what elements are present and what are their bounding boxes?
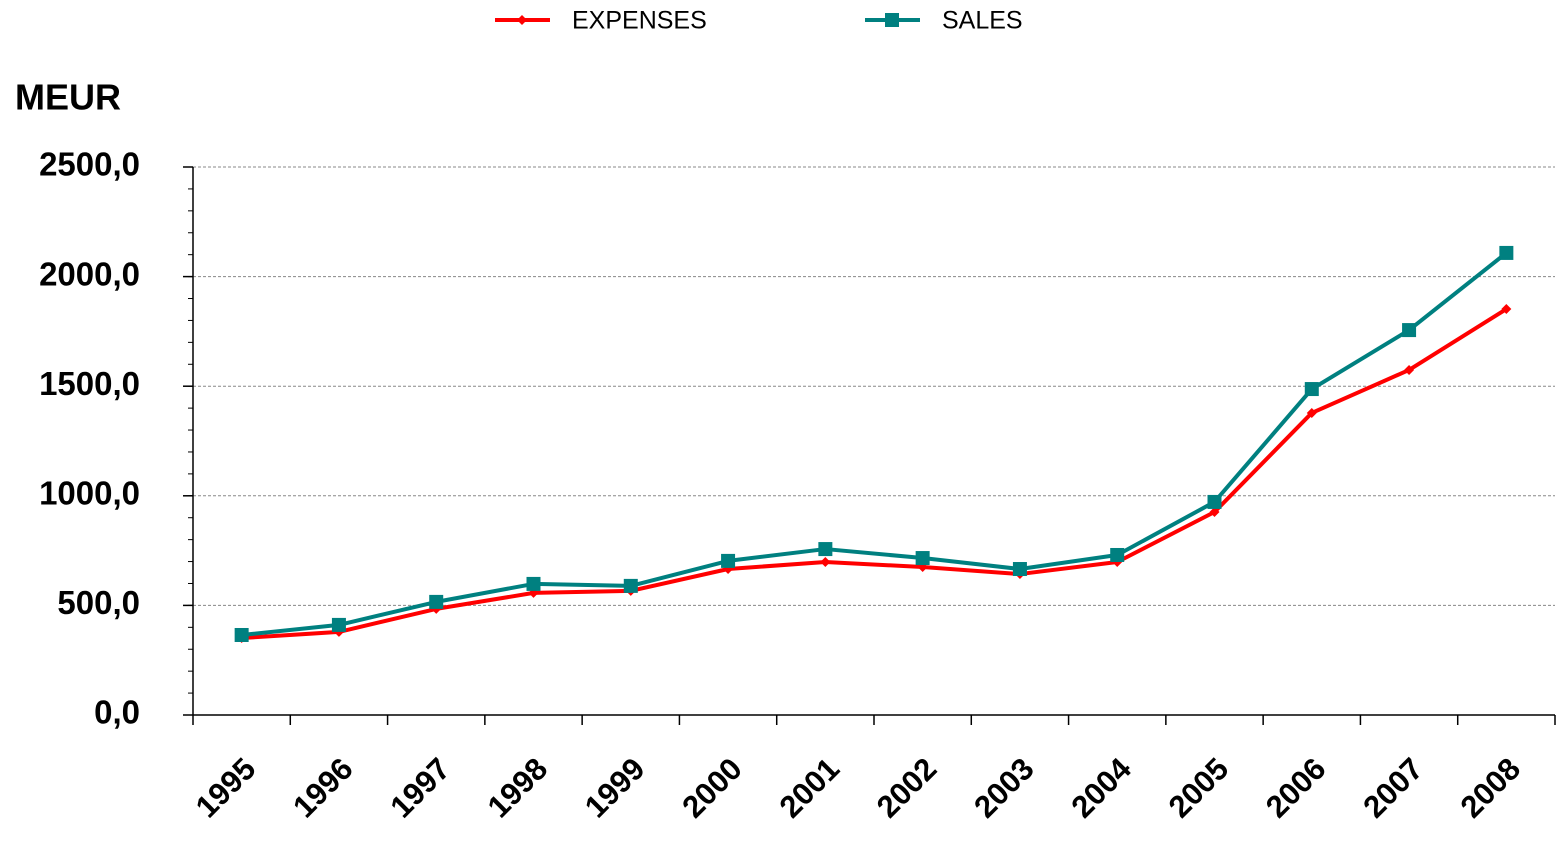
legend-marker (517, 15, 527, 25)
x-tick-label: 1995 (189, 751, 263, 825)
legend-label: EXPENSES (572, 7, 707, 35)
point (234, 627, 249, 642)
x-tick-label: 2006 (1259, 751, 1333, 825)
legend-marker (885, 13, 899, 27)
x-tick-label: 1999 (578, 751, 652, 825)
point (1404, 364, 1415, 375)
point (623, 578, 638, 593)
point (331, 617, 346, 632)
x-tick-label: 2000 (675, 751, 749, 825)
x-tick-label: 1996 (286, 751, 360, 825)
legend-label: SALES (942, 7, 1023, 35)
x-tick-label: 2001 (773, 751, 847, 825)
x-tick-label: 2002 (870, 751, 944, 825)
point (1306, 407, 1317, 418)
y-tick-label: 1500,0 (39, 365, 140, 402)
y-tick-label: 2000,0 (39, 255, 140, 292)
point (1207, 494, 1222, 509)
point (818, 542, 833, 557)
point (526, 576, 541, 591)
x-tick-label: 1997 (383, 751, 457, 825)
point (1209, 507, 1220, 518)
point (721, 553, 736, 568)
point (1304, 382, 1319, 397)
x-tick-label: 1998 (481, 751, 555, 825)
point (915, 551, 930, 566)
point (1012, 562, 1027, 577)
y-tick-label: 0,0 (94, 694, 140, 731)
point (1402, 323, 1417, 338)
point (429, 594, 444, 609)
y-tick-label: 2500,0 (39, 146, 140, 183)
series-line (241, 251, 1508, 637)
x-tick-label: 2008 (1454, 751, 1528, 825)
y-tick-label: 1000,0 (39, 475, 140, 512)
point (820, 556, 831, 567)
point (1501, 304, 1512, 315)
y-tick-label: 500,0 (57, 584, 140, 621)
point (1499, 245, 1514, 260)
series-line (241, 307, 1508, 641)
point (1110, 547, 1125, 562)
y-axis-label: MEUR (15, 77, 121, 118)
x-tick-label: 2003 (967, 751, 1041, 825)
x-tick-label: 2004 (1064, 750, 1138, 824)
x-tick-label: 2007 (1356, 751, 1430, 825)
x-tick-label: 2005 (1162, 751, 1236, 825)
